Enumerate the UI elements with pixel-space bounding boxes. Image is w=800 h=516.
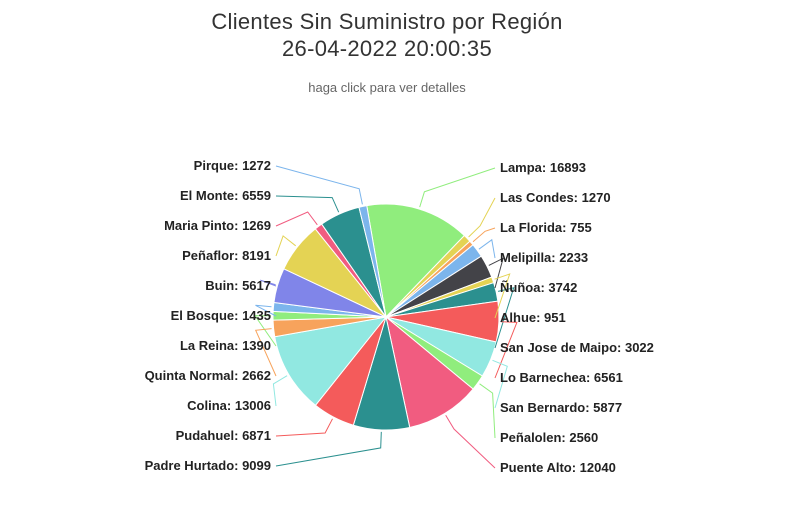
data-label-la-florida: La Florida: 755 [500,220,592,235]
pie-slice-colina[interactable] [274,316,388,406]
connector-padre-hurtado [275,431,382,467]
data-label-penaflor: Peñaflor: 8191 [182,248,271,263]
data-label-penalolen: Peñalolen: 2560 [500,430,598,445]
data-label-buin: Buin: 5617 [205,278,271,293]
connector-pudahuel [275,418,333,437]
data-label-quinta-normal: Quinta Normal: 2662 [145,368,271,383]
connector-el-bosque [255,304,277,317]
connector-melipilla [478,238,496,259]
connector-las-condes [468,197,496,238]
connector-la-reina [254,315,277,347]
data-label-lo-barnechea: Lo Barnechea: 6561 [500,370,623,385]
connector-lampa [419,167,496,208]
data-label-el-bosque: El Bosque: 1435 [171,308,271,323]
connector-alhue [494,273,511,319]
connector-penalolen [479,383,496,439]
data-label-colina: Colina: 13006 [187,398,271,413]
data-label-la-reina: La Reina: 1390 [180,338,271,353]
pie-slice-puente-alto[interactable] [385,315,474,429]
pie-slices [272,203,500,431]
data-label-san-bernardo: San Bernardo: 5877 [500,400,622,415]
data-label-lampa: Lampa: 16893 [500,160,586,175]
connector-lo-barnechea [494,321,518,379]
connector-pirque [275,165,363,205]
chart-timestamp: 26-04-2022 20:00:35 [282,36,492,61]
data-label-pudahuel: Pudahuel: 6871 [176,428,271,443]
connector-maria-pinto [275,211,318,227]
connector-penaflor [275,235,297,257]
connector-buin [260,279,277,287]
data-label-maria-pinto: Maria Pinto: 1269 [164,218,271,233]
connector-colina [272,375,288,407]
connector-san-bernardo [492,359,508,409]
data-label-el-monte: El Monte: 6559 [180,188,271,203]
pie-labels: Lampa: 16893 Las Condes: 1270 La Florida: … [145,158,654,475]
data-label-pirque: Pirque: 1272 [194,158,271,173]
data-label-puente-alto: Puente Alto: 12040 [500,460,616,475]
data-label-padre-hurtado: Padre Hurtado: 9099 [145,458,271,473]
pie-slice-lampa[interactable] [366,203,466,319]
connector-la-florida [472,227,496,243]
chart-title: Clientes Sin Suministro por Región 26-04… [0,8,774,62]
connector-quinta-normal [254,328,277,377]
pie-label-connectors [254,165,518,469]
data-label-san-jose-de-maipo: San Jose de Maipo: 3022 [500,340,654,355]
connector-san-jose-de-maipo [494,287,515,349]
connector-el-monte [275,195,340,213]
data-label-nunoa: Ñuñoa: 3742 [500,280,577,295]
data-label-melipilla: Melipilla: 2233 [500,250,588,265]
data-label-alhue: Alhue: 951 [500,310,566,325]
data-label-las-condes: Las Condes: 1270 [500,190,611,205]
connector-puente-alto [445,415,496,469]
chart-subtitle: haga click para ver detalles [308,80,466,95]
chart-title-line1: Clientes Sin Suministro por Región [211,9,563,34]
pie-slice-pirque[interactable] [358,205,387,318]
